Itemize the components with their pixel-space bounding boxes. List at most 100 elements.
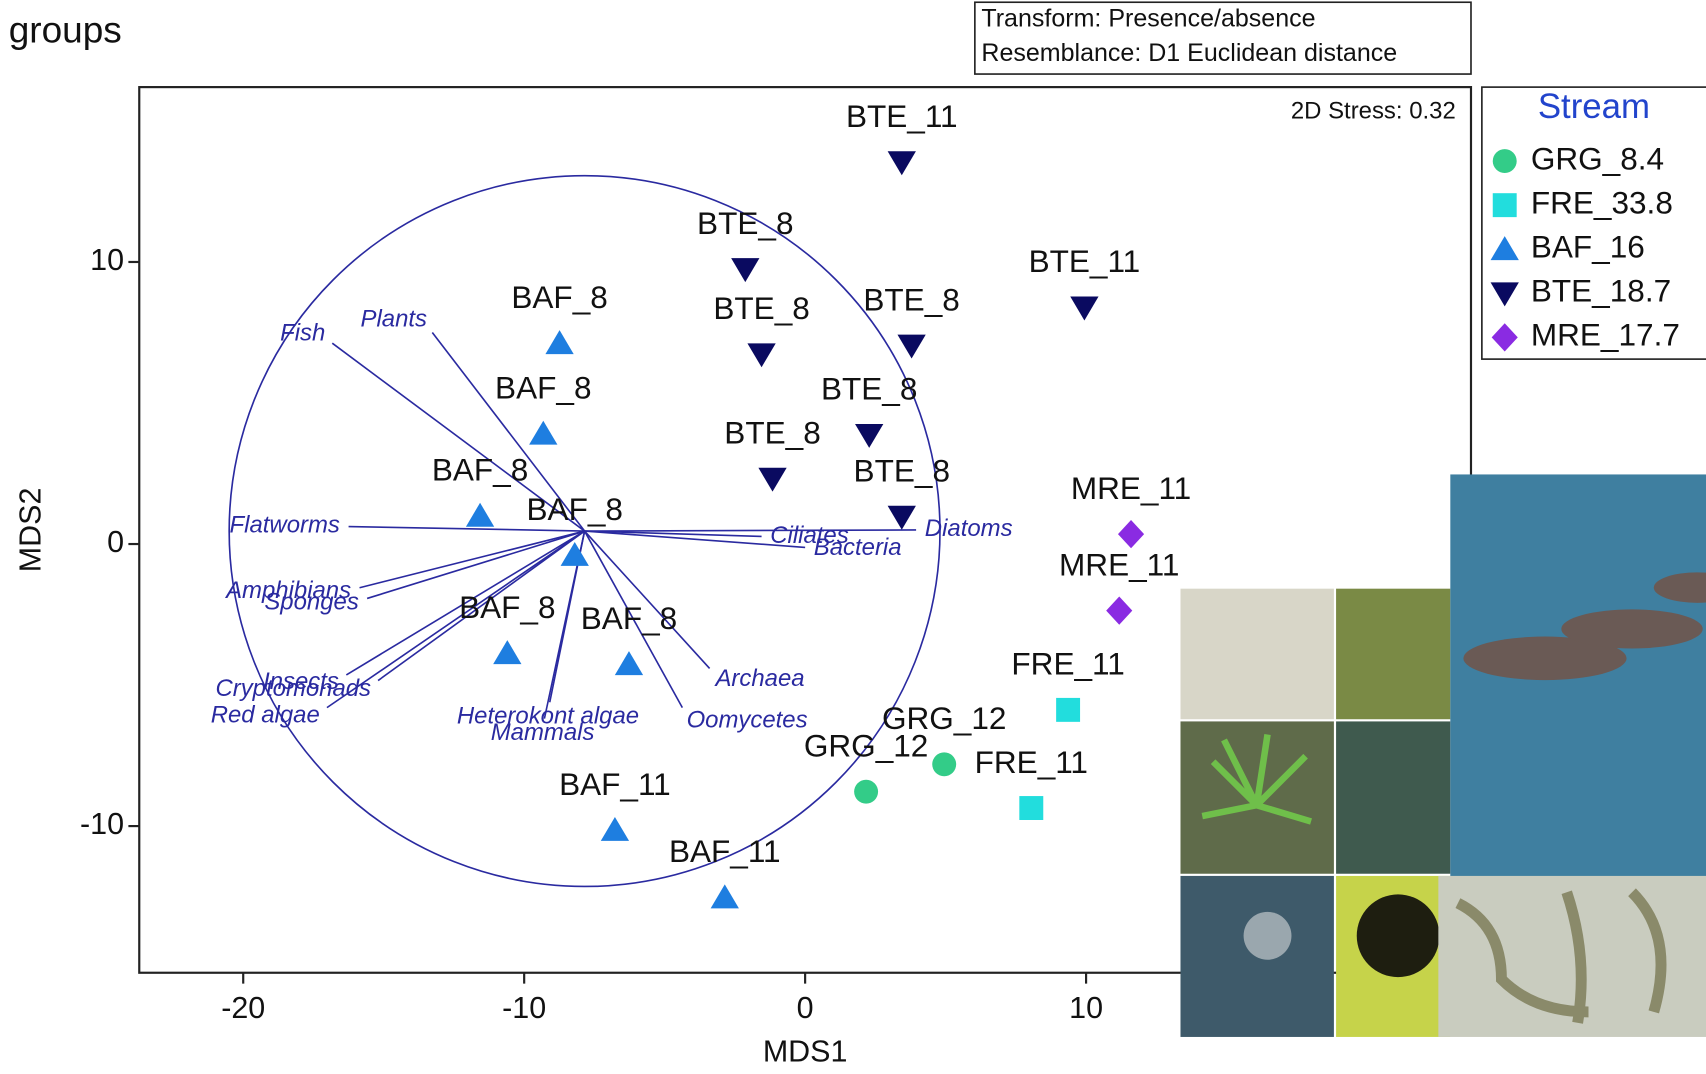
point	[897, 334, 926, 359]
legend-box	[1481, 86, 1706, 360]
vector-label: Amphibians	[224, 577, 351, 604]
point-label: MRE_11	[1059, 546, 1179, 582]
photo-detail	[1463, 636, 1627, 681]
point	[855, 423, 884, 448]
vector-label: Archaea	[713, 665, 804, 692]
point-label: BTE_8	[854, 452, 950, 488]
point-label: BAF_8	[432, 452, 528, 488]
correlation-circle	[228, 174, 941, 888]
vector	[345, 530, 586, 676]
point-label: BTE_8	[863, 281, 959, 317]
vector	[583, 530, 711, 669]
point-label: BAF_8	[527, 491, 623, 527]
point	[710, 884, 739, 909]
point	[545, 330, 574, 355]
point-label: BTE_11	[846, 98, 958, 134]
legend-marker	[1492, 149, 1517, 174]
point	[854, 779, 879, 804]
point-label: BAF_8	[459, 589, 555, 625]
photo-detail	[1653, 572, 1706, 603]
point-label: FRE_11	[975, 744, 1088, 780]
point	[1117, 520, 1145, 549]
vector-label: Diatoms	[925, 515, 1013, 542]
vector-label: Fish	[280, 319, 325, 346]
legend-label: BAF_16	[1531, 229, 1645, 265]
point	[1070, 296, 1099, 321]
vector-label: Mammals	[491, 719, 595, 746]
note: Transform: Presence/absence	[981, 4, 1315, 32]
vector-label: Sponges	[264, 588, 358, 615]
point-label: BTE_11	[1029, 243, 1141, 279]
y-tick-label: 10	[90, 243, 124, 277]
legend-marker	[1492, 193, 1517, 218]
y-tick-label: -10	[80, 807, 124, 841]
photo-detail	[1201, 733, 1312, 825]
point-label: BTE_8	[713, 290, 809, 326]
point	[614, 651, 644, 676]
point-label: MRE_11	[1071, 470, 1191, 506]
vector	[431, 331, 586, 532]
legend-label: GRG_8.4	[1531, 140, 1664, 176]
vector	[326, 530, 586, 709]
point-label: BAF_11	[669, 833, 781, 869]
plot-layer: -20 -10 0 10 -10 0 10 Fish Plants Flatworms Diatom…	[80, 98, 1680, 1025]
page-title: groups	[9, 9, 122, 50]
legend-marker	[1490, 282, 1519, 307]
point	[1106, 596, 1133, 625]
legend-marker	[1491, 323, 1518, 352]
vector	[584, 530, 762, 538]
point-label: BTE_8	[821, 371, 917, 407]
vector	[331, 342, 586, 532]
point	[758, 467, 787, 492]
point-label: BAF_8	[495, 370, 591, 406]
photo-detail	[1243, 911, 1292, 960]
x-tick-label: -20	[221, 991, 265, 1025]
photo	[1180, 588, 1334, 720]
point	[887, 505, 916, 530]
point	[529, 420, 558, 445]
vector	[583, 530, 684, 709]
vector-label: Flatworms	[230, 512, 340, 539]
point	[600, 816, 630, 841]
x-tick-label: 10	[1069, 991, 1103, 1025]
vector-label: Oomycetes	[687, 706, 808, 733]
vector-label: Heterokont algae	[457, 703, 639, 730]
legend-label: BTE_18.7	[1531, 273, 1671, 309]
point	[932, 752, 957, 777]
point	[887, 151, 916, 176]
photo	[1336, 588, 1451, 720]
point	[747, 343, 776, 368]
notes-box	[974, 1, 1472, 75]
point-label: GRG_12	[882, 700, 1007, 736]
point-label: BAF_8	[581, 600, 677, 636]
point	[560, 541, 589, 566]
vector	[366, 530, 585, 600]
legend-title: Stream	[1538, 87, 1650, 126]
x-tick-label: -10	[502, 991, 546, 1025]
photo-detail	[1561, 609, 1703, 649]
vector-label: Insects	[263, 668, 339, 695]
point-label: BAF_8	[511, 279, 607, 315]
point-label: GRG_12	[804, 727, 929, 763]
point-label: BTE_8	[697, 205, 793, 241]
vector	[584, 530, 806, 549]
x-tick-label: 0	[797, 991, 814, 1025]
y-tick-label: 0	[107, 525, 124, 559]
photo-detail	[1356, 894, 1440, 978]
photo-collage	[1180, 474, 1706, 1037]
y-axis-title: MDS2	[14, 488, 48, 573]
legend-label: MRE_17.7	[1531, 317, 1680, 353]
photo	[1336, 721, 1451, 874]
point	[493, 640, 522, 665]
legend-marker	[1490, 236, 1519, 261]
vector	[359, 530, 585, 589]
vector	[348, 525, 585, 532]
vector-label: Ciliates	[770, 522, 848, 549]
x-axis-title: MDS1	[763, 1034, 848, 1068]
vector-label: Cryptomonads	[215, 675, 371, 702]
point-label: FRE_11	[1011, 646, 1124, 682]
point-label: BAF_11	[559, 766, 671, 802]
vector-label: Red algae	[211, 702, 320, 729]
